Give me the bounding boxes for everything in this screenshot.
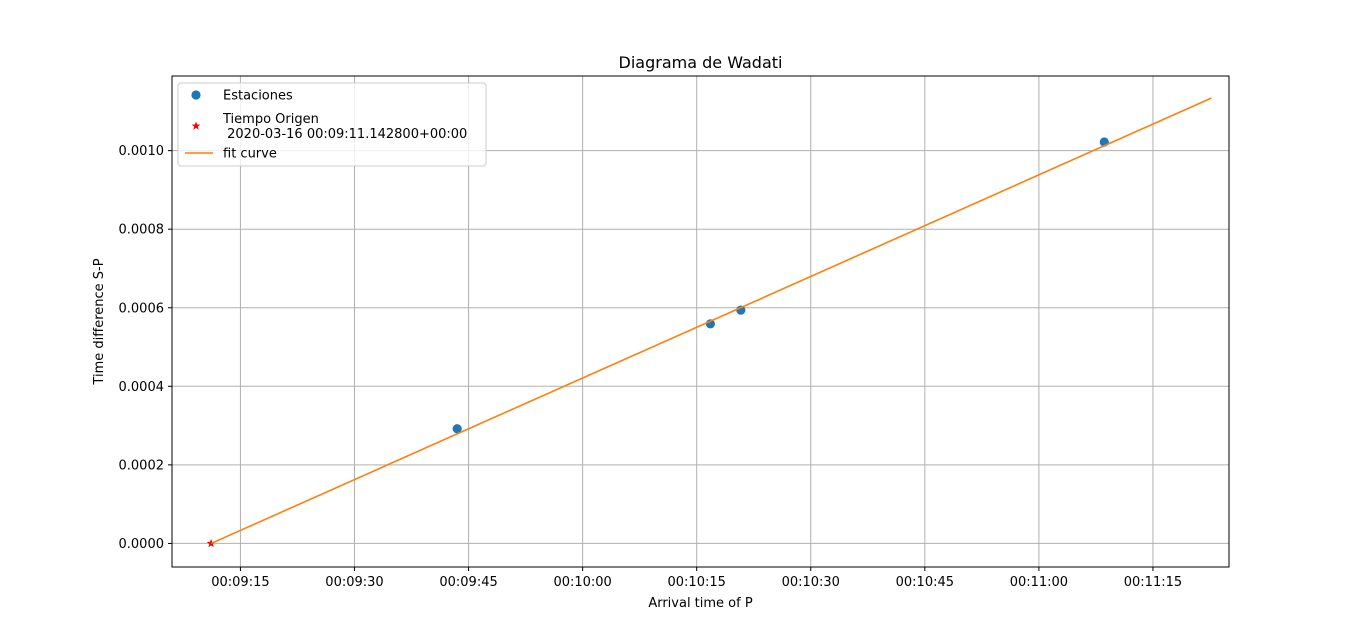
x-tick-label: 00:10:30 (782, 575, 840, 590)
y-tick-label: 0.0002 (119, 458, 165, 473)
x-tick-label: 00:10:00 (553, 575, 611, 590)
plot-frame (171, 75, 1230, 568)
legend-circle-swatch (191, 90, 201, 100)
x-tick-label: 00:09:45 (439, 575, 497, 590)
y-tick-label: 0.0000 (119, 537, 165, 552)
x-tick-label: 00:09:15 (211, 575, 269, 590)
y-tick-label: 0.0008 (119, 223, 165, 238)
legend-star-swatch (191, 121, 201, 130)
legend-entry-label: Estaciones (223, 89, 293, 104)
chart-title: Diagrama de Wadati (619, 53, 783, 72)
y-tick-label: 0.0004 (119, 380, 165, 395)
x-axis-label: Arrival time of P (648, 596, 753, 611)
legend-box (177, 82, 487, 167)
y-tick-label: 0.0010 (119, 144, 165, 159)
fit-curve-line (210, 97, 1212, 545)
x-tick-label: 00:09:30 (325, 575, 383, 590)
x-tick-label: 00:11:15 (1124, 575, 1182, 590)
legend-entry-label: fit curve (223, 147, 277, 162)
x-tick-label: 00:10:15 (668, 575, 726, 590)
plot-series (206, 97, 1212, 548)
y-axis-label: Time difference S-P (92, 258, 107, 385)
legend: Estaciones Tiempo Origen 2020-03-16 00:09… (177, 82, 487, 167)
x-tick-label: 00:10:45 (896, 575, 954, 590)
x-axis-ticks: 00:09:15 00:09:30 00:09:45 00:10:00 00:10:15… (211, 567, 1182, 590)
x-tick-label: 00:11:00 (1010, 575, 1068, 590)
y-tick-label: 0.0006 (119, 301, 165, 316)
legend-entry-label: Tiempo Origen 2020-03-16 00:09:11.142800… (222, 112, 467, 142)
y-axis-ticks: 0.0000 0.0002 0.0004 0.0006 0.0008 0.0010 (119, 144, 172, 552)
station-point (452, 424, 462, 434)
